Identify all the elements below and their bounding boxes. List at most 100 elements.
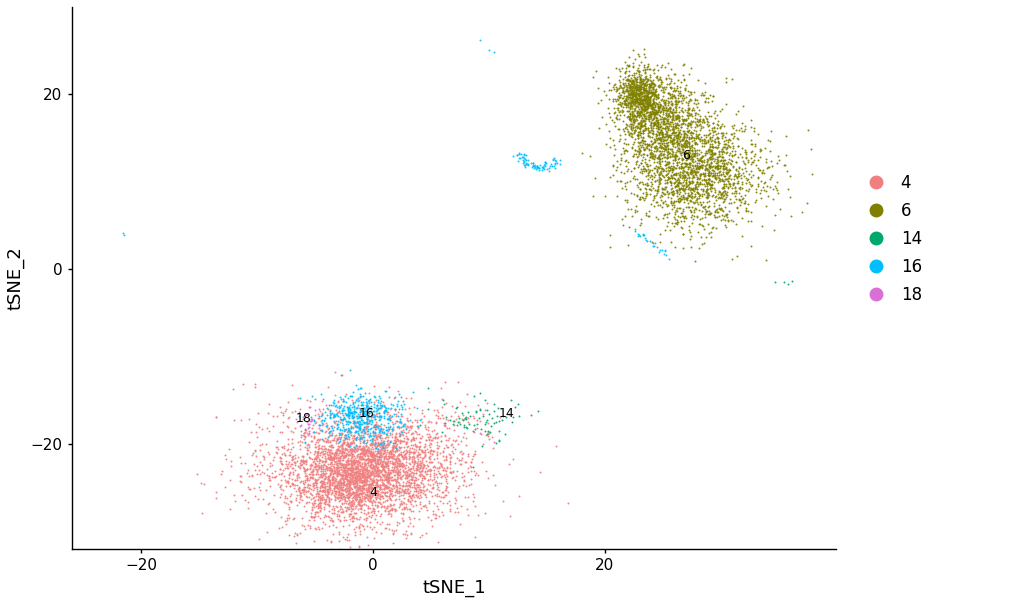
Point — [359, 509, 375, 518]
Point — [631, 220, 647, 230]
Point — [715, 175, 732, 184]
Point — [677, 129, 693, 139]
Point — [530, 164, 546, 173]
Point — [374, 427, 390, 437]
Point — [385, 480, 401, 490]
Point — [650, 179, 666, 188]
Point — [357, 475, 373, 484]
Point — [663, 108, 680, 118]
Point — [315, 486, 331, 496]
Point — [306, 449, 322, 459]
Point — [334, 403, 351, 413]
Point — [271, 402, 287, 411]
Point — [467, 501, 483, 511]
Point — [674, 140, 690, 150]
Point — [232, 452, 249, 461]
Point — [649, 89, 665, 99]
Point — [680, 90, 696, 100]
Point — [362, 449, 378, 458]
Point — [332, 453, 348, 463]
Point — [708, 123, 725, 133]
Point — [297, 438, 313, 448]
Point — [742, 181, 758, 191]
Point — [692, 119, 708, 129]
Point — [347, 472, 364, 482]
Point — [343, 493, 360, 503]
Point — [677, 184, 693, 193]
Point — [389, 474, 406, 483]
Point — [337, 451, 354, 461]
Point — [421, 446, 437, 455]
Point — [339, 456, 356, 466]
Point — [342, 484, 359, 493]
Point — [359, 455, 375, 465]
Point — [408, 473, 424, 483]
Point — [284, 434, 301, 444]
Point — [631, 83, 647, 93]
Point — [343, 467, 360, 477]
Point — [631, 74, 647, 84]
Point — [636, 95, 652, 104]
Point — [354, 520, 370, 530]
Point — [749, 181, 765, 191]
Point — [643, 109, 659, 119]
Point — [460, 467, 476, 477]
Point — [445, 420, 462, 430]
Point — [329, 455, 345, 465]
Point — [677, 176, 693, 185]
Point — [717, 135, 734, 145]
Point — [648, 146, 664, 155]
Point — [406, 402, 422, 411]
Point — [703, 152, 719, 161]
Point — [355, 478, 371, 487]
Point — [365, 454, 381, 464]
Point — [703, 223, 719, 233]
Point — [376, 471, 392, 480]
Point — [365, 467, 381, 477]
Point — [421, 451, 437, 461]
Point — [406, 452, 422, 462]
Point — [344, 487, 361, 497]
Point — [645, 155, 661, 164]
Point — [634, 79, 650, 88]
Point — [346, 493, 363, 503]
Point — [632, 74, 648, 84]
Point — [643, 88, 659, 98]
Point — [394, 452, 411, 461]
Point — [673, 129, 689, 139]
Point — [703, 171, 719, 181]
Point — [376, 479, 392, 489]
Point — [627, 82, 643, 91]
Point — [333, 451, 350, 461]
Point — [365, 428, 381, 437]
Point — [651, 130, 667, 140]
Point — [288, 501, 305, 510]
Point — [334, 494, 351, 504]
Point — [391, 474, 408, 483]
Point — [352, 473, 368, 483]
Point — [718, 216, 735, 226]
Point — [341, 490, 358, 500]
Point — [322, 478, 338, 487]
Point — [704, 222, 720, 232]
Point — [338, 490, 355, 500]
Point — [359, 473, 375, 483]
Point — [345, 477, 362, 487]
Point — [669, 194, 686, 204]
Point — [678, 132, 694, 141]
Point — [339, 483, 356, 493]
Point — [273, 449, 289, 458]
Point — [462, 461, 478, 471]
Point — [731, 184, 747, 193]
Point — [391, 456, 408, 466]
Point — [355, 467, 371, 477]
Point — [656, 98, 673, 108]
Point — [663, 123, 680, 132]
Point — [625, 45, 641, 55]
Point — [363, 470, 379, 480]
Point — [618, 103, 634, 112]
Point — [716, 164, 733, 173]
Point — [310, 488, 326, 498]
Point — [291, 486, 308, 496]
Point — [667, 123, 684, 133]
